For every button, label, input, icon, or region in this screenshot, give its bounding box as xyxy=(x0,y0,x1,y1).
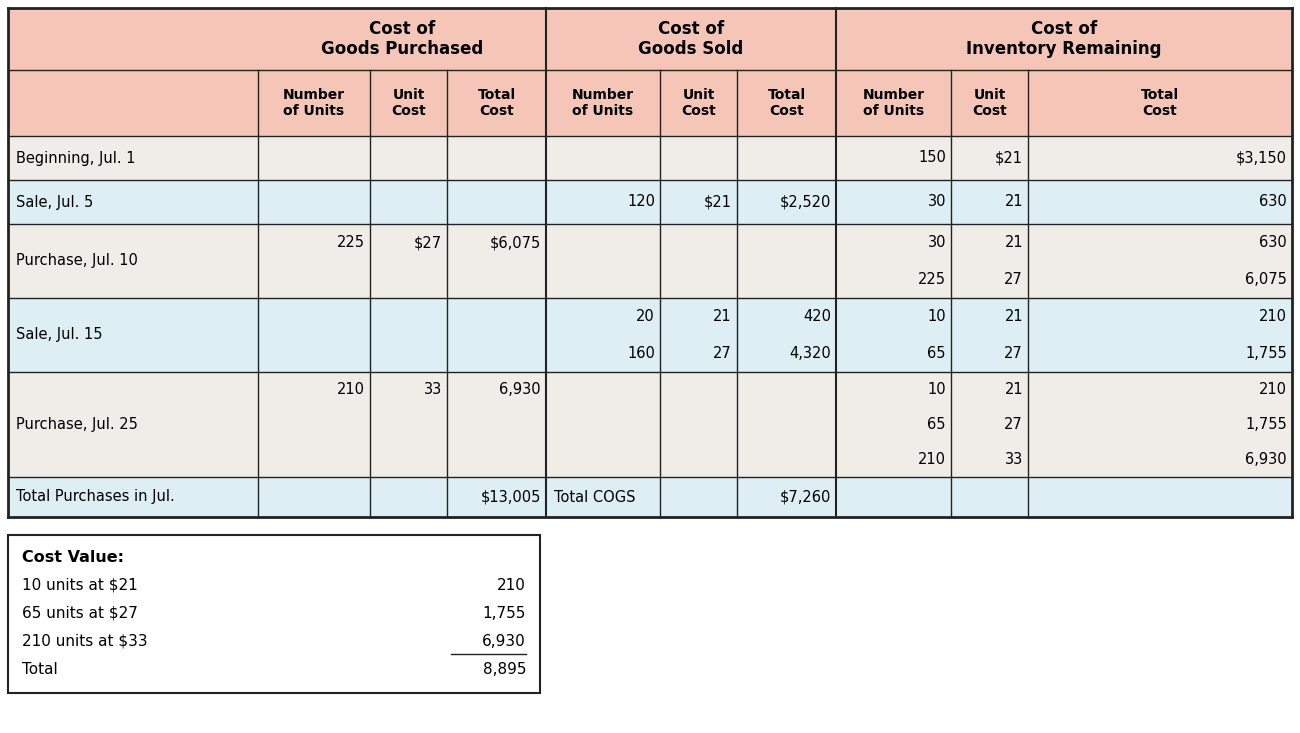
Text: $13,005: $13,005 xyxy=(481,490,541,504)
Text: 210: 210 xyxy=(497,578,526,592)
Text: 1,755: 1,755 xyxy=(1245,346,1287,361)
Text: Total Purchases in Jul.: Total Purchases in Jul. xyxy=(16,490,174,504)
Text: Sale, Jul. 5: Sale, Jul. 5 xyxy=(16,194,94,210)
Bar xyxy=(8,180,1292,224)
Text: Total COGS: Total COGS xyxy=(554,490,636,504)
Text: 630: 630 xyxy=(1260,235,1287,250)
Text: $21: $21 xyxy=(994,150,1023,166)
Text: 30: 30 xyxy=(927,235,946,250)
Text: 1,755: 1,755 xyxy=(1245,417,1287,432)
Text: 21: 21 xyxy=(1005,194,1023,210)
Bar xyxy=(8,298,1292,372)
Text: 225: 225 xyxy=(337,235,365,250)
Text: 33: 33 xyxy=(424,382,442,397)
Text: Number
of Units: Number of Units xyxy=(572,88,634,118)
Text: Number
of Units: Number of Units xyxy=(283,88,344,118)
Text: 21: 21 xyxy=(1005,309,1023,324)
Text: 225: 225 xyxy=(918,272,946,287)
Text: $6,075: $6,075 xyxy=(490,235,541,250)
Text: Purchase, Jul. 10: Purchase, Jul. 10 xyxy=(16,254,138,268)
Text: $7,260: $7,260 xyxy=(780,490,831,504)
Text: 20: 20 xyxy=(636,309,655,324)
Text: 21: 21 xyxy=(1005,382,1023,397)
Text: 33: 33 xyxy=(1005,452,1023,467)
Text: 21: 21 xyxy=(1005,235,1023,250)
Text: 10: 10 xyxy=(927,309,946,324)
Bar xyxy=(8,136,1292,180)
Bar xyxy=(8,8,1292,70)
Bar xyxy=(8,535,539,693)
Text: 27: 27 xyxy=(1004,417,1023,432)
Bar xyxy=(8,224,1292,298)
Text: 27: 27 xyxy=(1004,346,1023,361)
Text: Total
Cost: Total Cost xyxy=(477,88,516,118)
Text: 1,755: 1,755 xyxy=(482,605,526,621)
Text: 10: 10 xyxy=(927,382,946,397)
Text: 120: 120 xyxy=(627,194,655,210)
Text: $21: $21 xyxy=(705,194,732,210)
Text: 210 units at $33: 210 units at $33 xyxy=(22,633,148,649)
Text: Number
of Units: Number of Units xyxy=(862,88,924,118)
Text: 30: 30 xyxy=(927,194,946,210)
Text: 6,930: 6,930 xyxy=(499,382,541,397)
Text: Sale, Jul. 15: Sale, Jul. 15 xyxy=(16,328,103,342)
Text: 6,930: 6,930 xyxy=(1245,452,1287,467)
Text: 65: 65 xyxy=(927,346,946,361)
Text: 210: 210 xyxy=(337,382,365,397)
Text: 210: 210 xyxy=(918,452,946,467)
Bar xyxy=(8,70,1292,136)
Text: $2,520: $2,520 xyxy=(780,194,831,210)
Text: 420: 420 xyxy=(803,309,831,324)
Text: 10 units at $21: 10 units at $21 xyxy=(22,578,138,592)
Text: Unit
Cost: Unit Cost xyxy=(681,88,716,118)
Text: 210: 210 xyxy=(1258,309,1287,324)
Text: Beginning, Jul. 1: Beginning, Jul. 1 xyxy=(16,150,135,166)
Text: Unit
Cost: Unit Cost xyxy=(391,88,426,118)
Text: Cost of
Goods Purchased: Cost of Goods Purchased xyxy=(321,20,484,59)
Text: 150: 150 xyxy=(918,150,946,166)
Text: 27: 27 xyxy=(1004,272,1023,287)
Text: $3,150: $3,150 xyxy=(1236,150,1287,166)
Bar xyxy=(8,372,1292,477)
Text: 65: 65 xyxy=(927,417,946,432)
Text: 6,075: 6,075 xyxy=(1245,272,1287,287)
Text: 160: 160 xyxy=(627,346,655,361)
Bar xyxy=(8,477,1292,517)
Text: Purchase, Jul. 25: Purchase, Jul. 25 xyxy=(16,417,138,432)
Text: Unit
Cost: Unit Cost xyxy=(972,88,1008,118)
Text: Cost Value:: Cost Value: xyxy=(22,550,124,564)
Text: 210: 210 xyxy=(1258,382,1287,397)
Text: Cost of
Goods Sold: Cost of Goods Sold xyxy=(638,20,744,59)
Text: Total: Total xyxy=(22,661,57,677)
Text: 21: 21 xyxy=(714,309,732,324)
Text: Total
Cost: Total Cost xyxy=(767,88,806,118)
Text: 65 units at $27: 65 units at $27 xyxy=(22,605,138,621)
Text: $27: $27 xyxy=(413,235,442,250)
Text: 630: 630 xyxy=(1260,194,1287,210)
Text: 8,895: 8,895 xyxy=(482,661,526,677)
Text: 4,320: 4,320 xyxy=(789,346,831,361)
Text: 27: 27 xyxy=(714,346,732,361)
Text: 6,930: 6,930 xyxy=(482,633,526,649)
Text: Total
Cost: Total Cost xyxy=(1141,88,1179,118)
Text: Cost of
Inventory Remaining: Cost of Inventory Remaining xyxy=(966,20,1162,59)
